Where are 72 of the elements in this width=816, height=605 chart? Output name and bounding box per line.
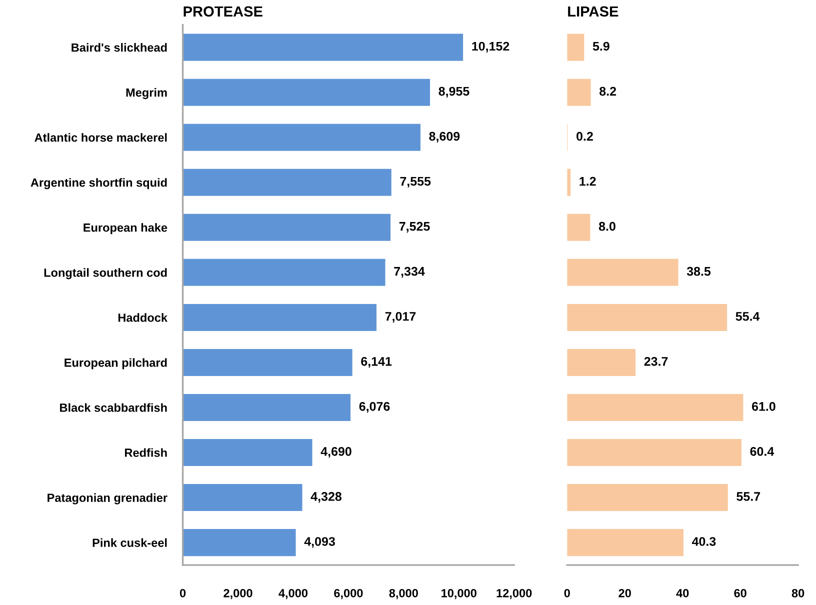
bar [567,529,684,556]
x-tick-label: 80 [792,588,804,598]
bar [567,484,728,512]
y-tick-label: Atlantic horse mackerel [34,133,167,142]
bar [567,34,584,61]
bar [182,394,351,421]
y-tick-label: Argentine shortfin squid [30,178,167,190]
y-tick-label: European pilchard [64,358,167,370]
data-label: 4,093 [304,537,335,548]
data-label: 7,525 [399,222,430,233]
data-label: 4,328 [310,492,342,503]
y-tick-label: Megrim [126,88,167,100]
x-tick-label: 12,000 [496,588,532,600]
data-label: 8.2 [600,86,616,96]
bar [182,439,312,466]
bar [182,214,391,241]
data-label: 61.0 [752,402,776,411]
x-tick-label: 0 [180,588,186,598]
data-label: 8,955 [438,86,470,98]
bar [567,348,636,376]
x-tick-label: 10,000 [442,588,476,600]
y-tick-label: Black scabbardfish [60,403,167,412]
bar [567,439,742,466]
bar [567,304,728,331]
bar [182,348,352,376]
data-label: 8,609 [429,132,460,143]
bar [567,78,591,106]
chart-title: LIPASE [568,6,618,17]
x-tick-label: 20 [618,588,631,598]
data-label: 55.4 [736,312,760,321]
bar [182,484,302,512]
y-tick-label: Longtail southern cod [44,268,167,280]
data-label: 40.3 [692,537,716,546]
y-tick-label: Redfish [125,448,167,457]
bar [182,34,464,61]
data-label: 6,076 [359,402,390,413]
data-label: 7,017 [385,312,416,323]
bar [182,529,296,556]
data-label: 6,141 [361,356,392,368]
y-tick-label: Pink cusk-eel [92,538,167,547]
data-label: 1.2 [580,176,596,186]
x-tick-label: 40 [676,588,689,598]
data-label: 4,690 [320,447,352,458]
bar [182,258,386,286]
data-label: 7,334 [394,266,425,278]
y-tick-label: Baird's slickhead [72,43,167,52]
bar [182,168,392,196]
y-tick-label: European hake [84,223,168,234]
y-tick-label: Haddock [118,313,168,322]
bar [182,78,430,106]
x-tick-label: 4,000 [278,588,308,600]
y-tick-label: Patagonian grenadier [48,493,168,504]
x-tick-label: 60 [734,588,746,598]
data-label: 60.4 [750,447,774,456]
bar [182,124,420,151]
data-label: 8.0 [598,222,616,231]
bar [567,214,590,241]
data-label: 0.2 [576,132,593,141]
data-label: 23.7 [644,356,668,366]
bar [567,394,744,421]
chart-title: PROTEASE [184,6,262,17]
data-label: 5.9 [592,42,610,51]
data-label: 10,152 [472,42,510,52]
bar [182,304,377,331]
x-tick-label: 2,000 [224,588,252,600]
data-label: 7,555 [400,177,431,188]
data-label: 38.5 [686,266,711,276]
x-tick-label: 6,000 [334,588,363,600]
x-tick-label: 0 [564,588,570,598]
x-tick-label: 8,000 [389,588,418,600]
data-label: 55.7 [736,492,760,501]
bar [567,258,678,286]
